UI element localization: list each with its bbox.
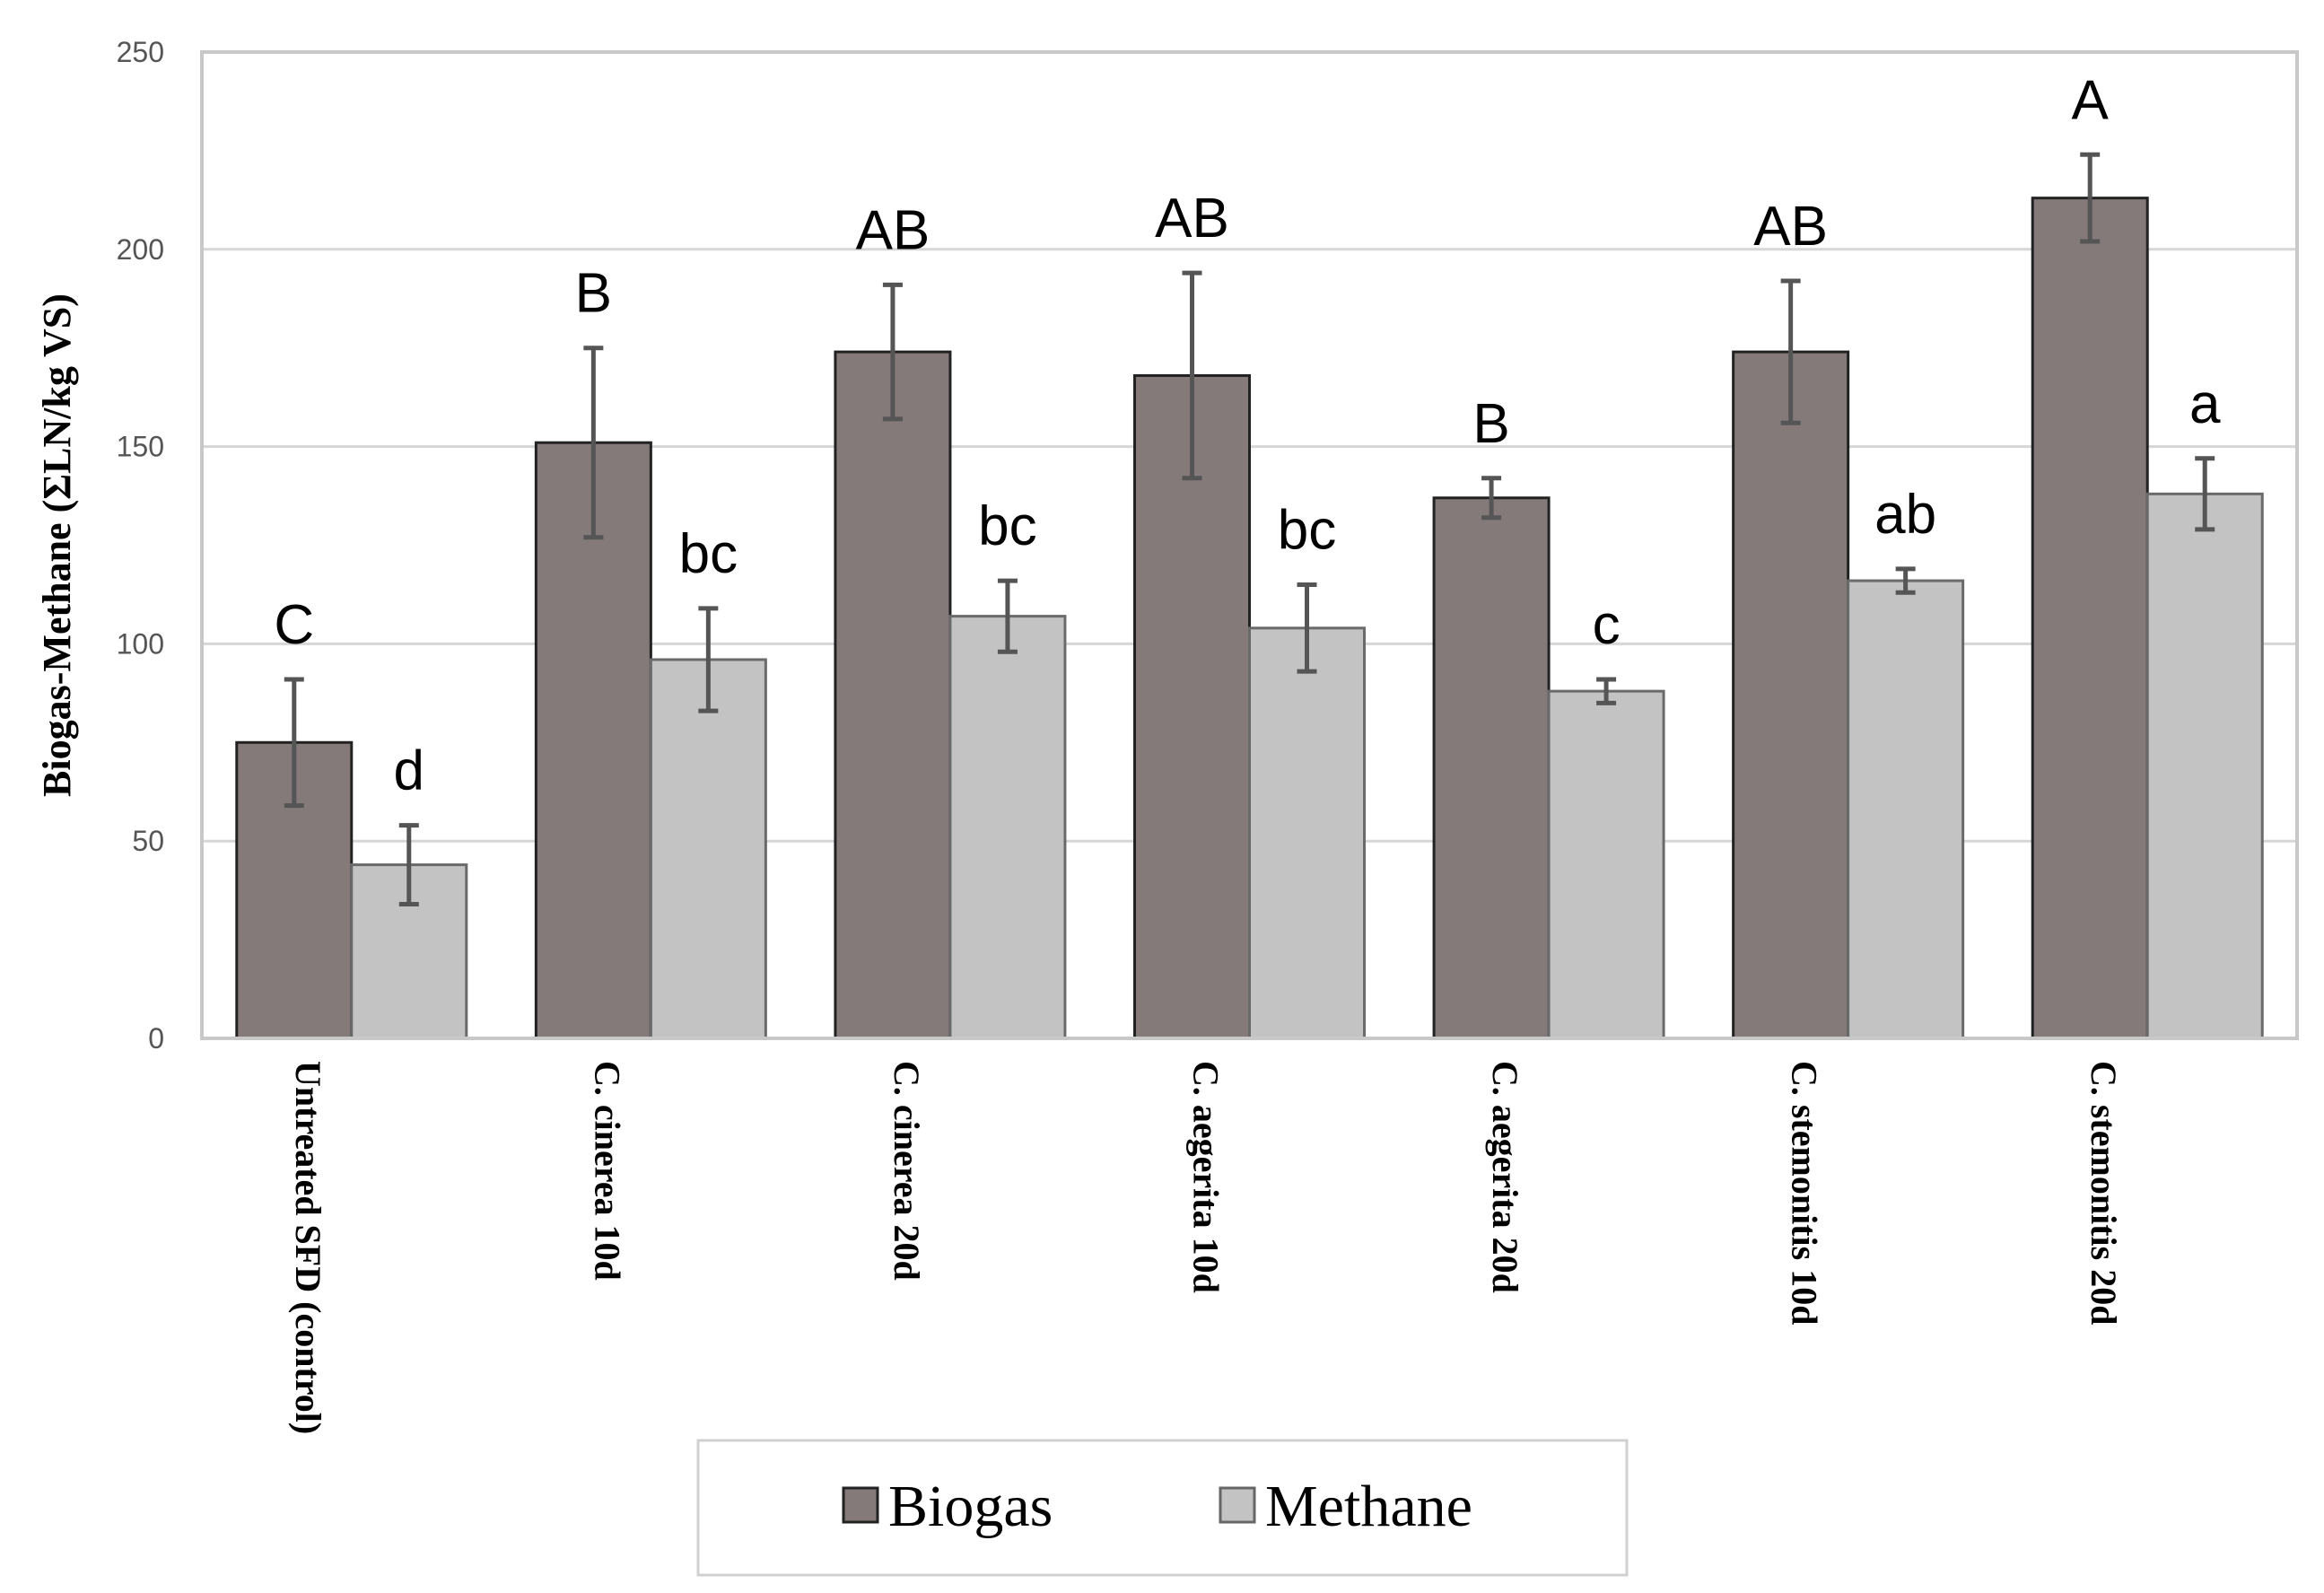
significance-methane-c-cinerea-20d: bc	[978, 495, 1036, 557]
y-tick-label: 250	[117, 36, 164, 68]
category-label-c-aegerita-10d: C. aegerita 10d	[1186, 1061, 1227, 1293]
bar-methane-c-stemonitis-10d	[1847, 579, 1965, 1040]
category-label-c-stemonitis-20d: C. stemonitis 20d	[2084, 1061, 2124, 1325]
error-bar-biogas-c-aegerita-20d	[1481, 476, 1502, 521]
y-tick-label: 150	[117, 431, 164, 463]
error-bar-methane-c-aegerita-10d	[1297, 582, 1317, 674]
significance-methane-untreated-sfd-control: d	[394, 740, 424, 802]
category-label-c-cinerea-20d: C. cinerea 20d	[887, 1061, 927, 1281]
bar-methane-c-cinerea-10d	[649, 658, 767, 1040]
legend-label-biogas: Biogas	[888, 1474, 1053, 1539]
x-axis-categories: Untreated SFD (control) C. cinerea 10d C. …	[288, 1061, 2124, 1434]
bar-biogas-c-stemonitis-20d	[2031, 197, 2149, 1040]
error-bar-methane-c-stemonitis-20d	[2195, 456, 2215, 532]
legend-swatch-methane	[1219, 1486, 1256, 1524]
category-label-c-aegerita-20d: C. aegerita 20d	[1485, 1061, 1525, 1293]
error-bar-methane-c-cinerea-20d	[997, 578, 1018, 654]
y-axis-label: Biogas-Methane (ΣLN/kg VS)	[35, 293, 79, 797]
bar-biogas-c-aegerita-20d	[1432, 496, 1551, 1040]
error-bar-biogas-c-stemonitis-20d	[2080, 152, 2101, 244]
bar-methane-c-cinerea-20d	[948, 615, 1067, 1040]
legend-box	[696, 1439, 1629, 1577]
plot-frame	[200, 50, 2299, 1040]
significance-biogas-c-aegerita-20d: B	[1472, 393, 1509, 455]
legend-label-methane: Methane	[1265, 1474, 1472, 1539]
error-bar-biogas-c-cinerea-20d	[882, 282, 903, 422]
category-label-untreated-sfd-control: Untreated SFD (control)	[288, 1061, 328, 1434]
y-tick-label: 100	[117, 627, 164, 660]
y-tick-label: 50	[132, 825, 164, 857]
significance-biogas-c-stemonitis-20d: A	[2072, 69, 2110, 131]
error-bar-biogas-c-cinerea-10d	[583, 346, 604, 540]
error-bar-biogas-c-stemonitis-10d	[1780, 278, 1801, 425]
significance-methane-c-cinerea-10d: bc	[679, 523, 738, 585]
significance-labels: Cd Bbc AB bc AB bc Bc AB ab Aa	[274, 69, 2221, 801]
significance-biogas-c-aegerita-10d: AB	[1155, 188, 1229, 249]
error-bar-methane-c-stemonitis-10d	[1895, 566, 1916, 595]
legend-swatch-biogas	[842, 1486, 879, 1524]
bars	[235, 197, 2264, 1040]
error-bar-methane-untreated-sfd-control	[398, 823, 419, 907]
y-tick-label: 200	[117, 233, 164, 266]
y-axis-ticks: 0 50 100 150 200 250	[117, 36, 164, 1055]
bar-biogas-c-stemonitis-10d	[1732, 350, 1850, 1040]
significance-biogas-c-cinerea-10d: B	[575, 263, 612, 325]
bar-methane-c-aegerita-20d	[1547, 689, 1665, 1040]
significance-biogas-c-stemonitis-10d: AB	[1753, 196, 1828, 258]
category-label-c-cinerea-10d: C. cinerea 10d	[587, 1061, 627, 1281]
significance-methane-c-aegerita-20d: c	[1593, 594, 1621, 656]
error-bar-methane-c-cinerea-10d	[698, 606, 719, 713]
significance-methane-c-aegerita-10d: bc	[1278, 499, 1336, 561]
y-tick-label: 0	[148, 1022, 164, 1055]
error-bars	[284, 152, 2215, 907]
significance-biogas-c-cinerea-20d: AB	[856, 199, 930, 261]
legend: Biogas Methane	[696, 1439, 1629, 1577]
category-label-c-stemonitis-10d: C. stemonitis 10d	[1785, 1061, 1825, 1325]
significance-methane-c-stemonitis-20d: a	[2189, 373, 2221, 435]
significance-methane-c-stemonitis-10d: ab	[1874, 484, 1936, 546]
bar-biogas-c-cinerea-20d	[834, 350, 952, 1040]
bar-methane-c-stemonitis-20d	[2145, 492, 2264, 1040]
error-bar-biogas-c-aegerita-10d	[1182, 270, 1202, 481]
bar-methane-c-aegerita-10d	[1248, 626, 1366, 1040]
error-bar-biogas-untreated-sfd-control	[284, 677, 304, 809]
error-bar-methane-c-aegerita-20d	[1596, 677, 1617, 705]
significance-biogas-untreated-sfd-control: C	[274, 594, 314, 656]
